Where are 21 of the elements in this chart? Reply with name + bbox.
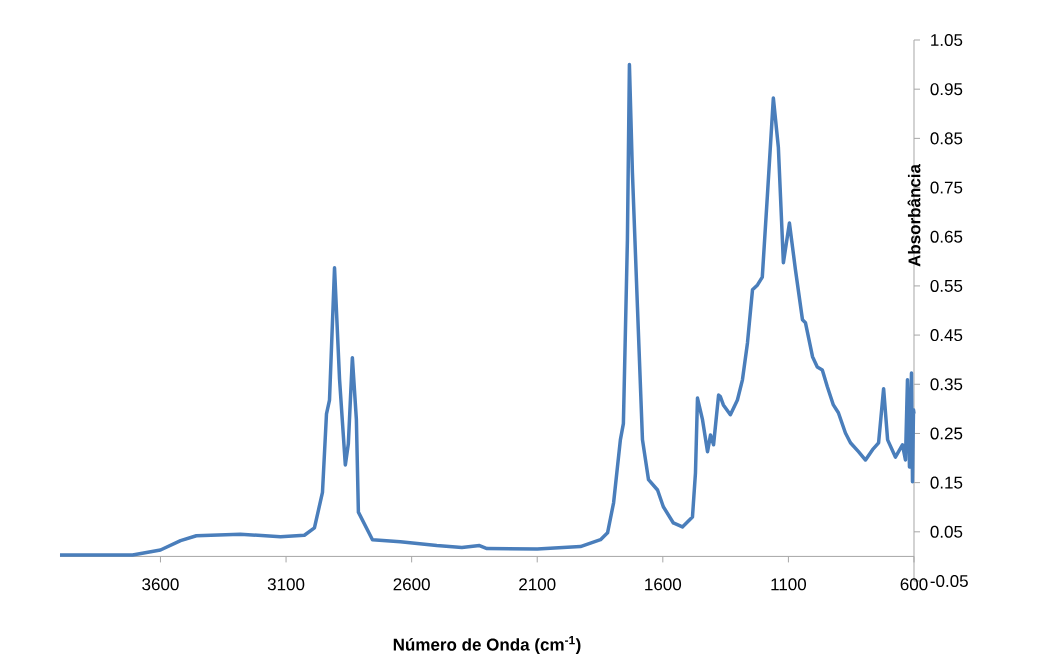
x-tick-label: 1100 xyxy=(771,578,807,591)
y-tick-label: 0.35 xyxy=(930,378,963,391)
y-tick-label: 0.95 xyxy=(930,83,963,96)
y-tick-label: 0.25 xyxy=(930,427,963,440)
y-tick-label: 0.65 xyxy=(930,230,963,243)
y-tick-label: 0.55 xyxy=(930,279,963,292)
x-tick-label: 2600 xyxy=(393,578,430,591)
x-axis-title: Número de Onda (cm$^{-1}$) xyxy=(393,636,581,654)
x-tick-label: 600 xyxy=(900,578,928,591)
x-tick-label: 3100 xyxy=(267,578,305,591)
x-tick-label: 1600 xyxy=(645,578,682,591)
x-tick-label: 3600 xyxy=(142,578,179,591)
y-tick-label: 0.75 xyxy=(930,181,963,194)
y-tick-label: 0.45 xyxy=(930,329,963,342)
y-tick-label: 1.05 xyxy=(931,33,963,47)
y-axis-title: Absorbância xyxy=(907,163,921,267)
x-tick-label: 2100 xyxy=(519,578,556,591)
y-tick-label: -0.05 xyxy=(930,574,968,588)
y-tick-label: 0.05 xyxy=(930,525,963,538)
y-tick-label: 0.85 xyxy=(930,132,963,145)
y-tick-label: 0.15 xyxy=(930,476,963,489)
